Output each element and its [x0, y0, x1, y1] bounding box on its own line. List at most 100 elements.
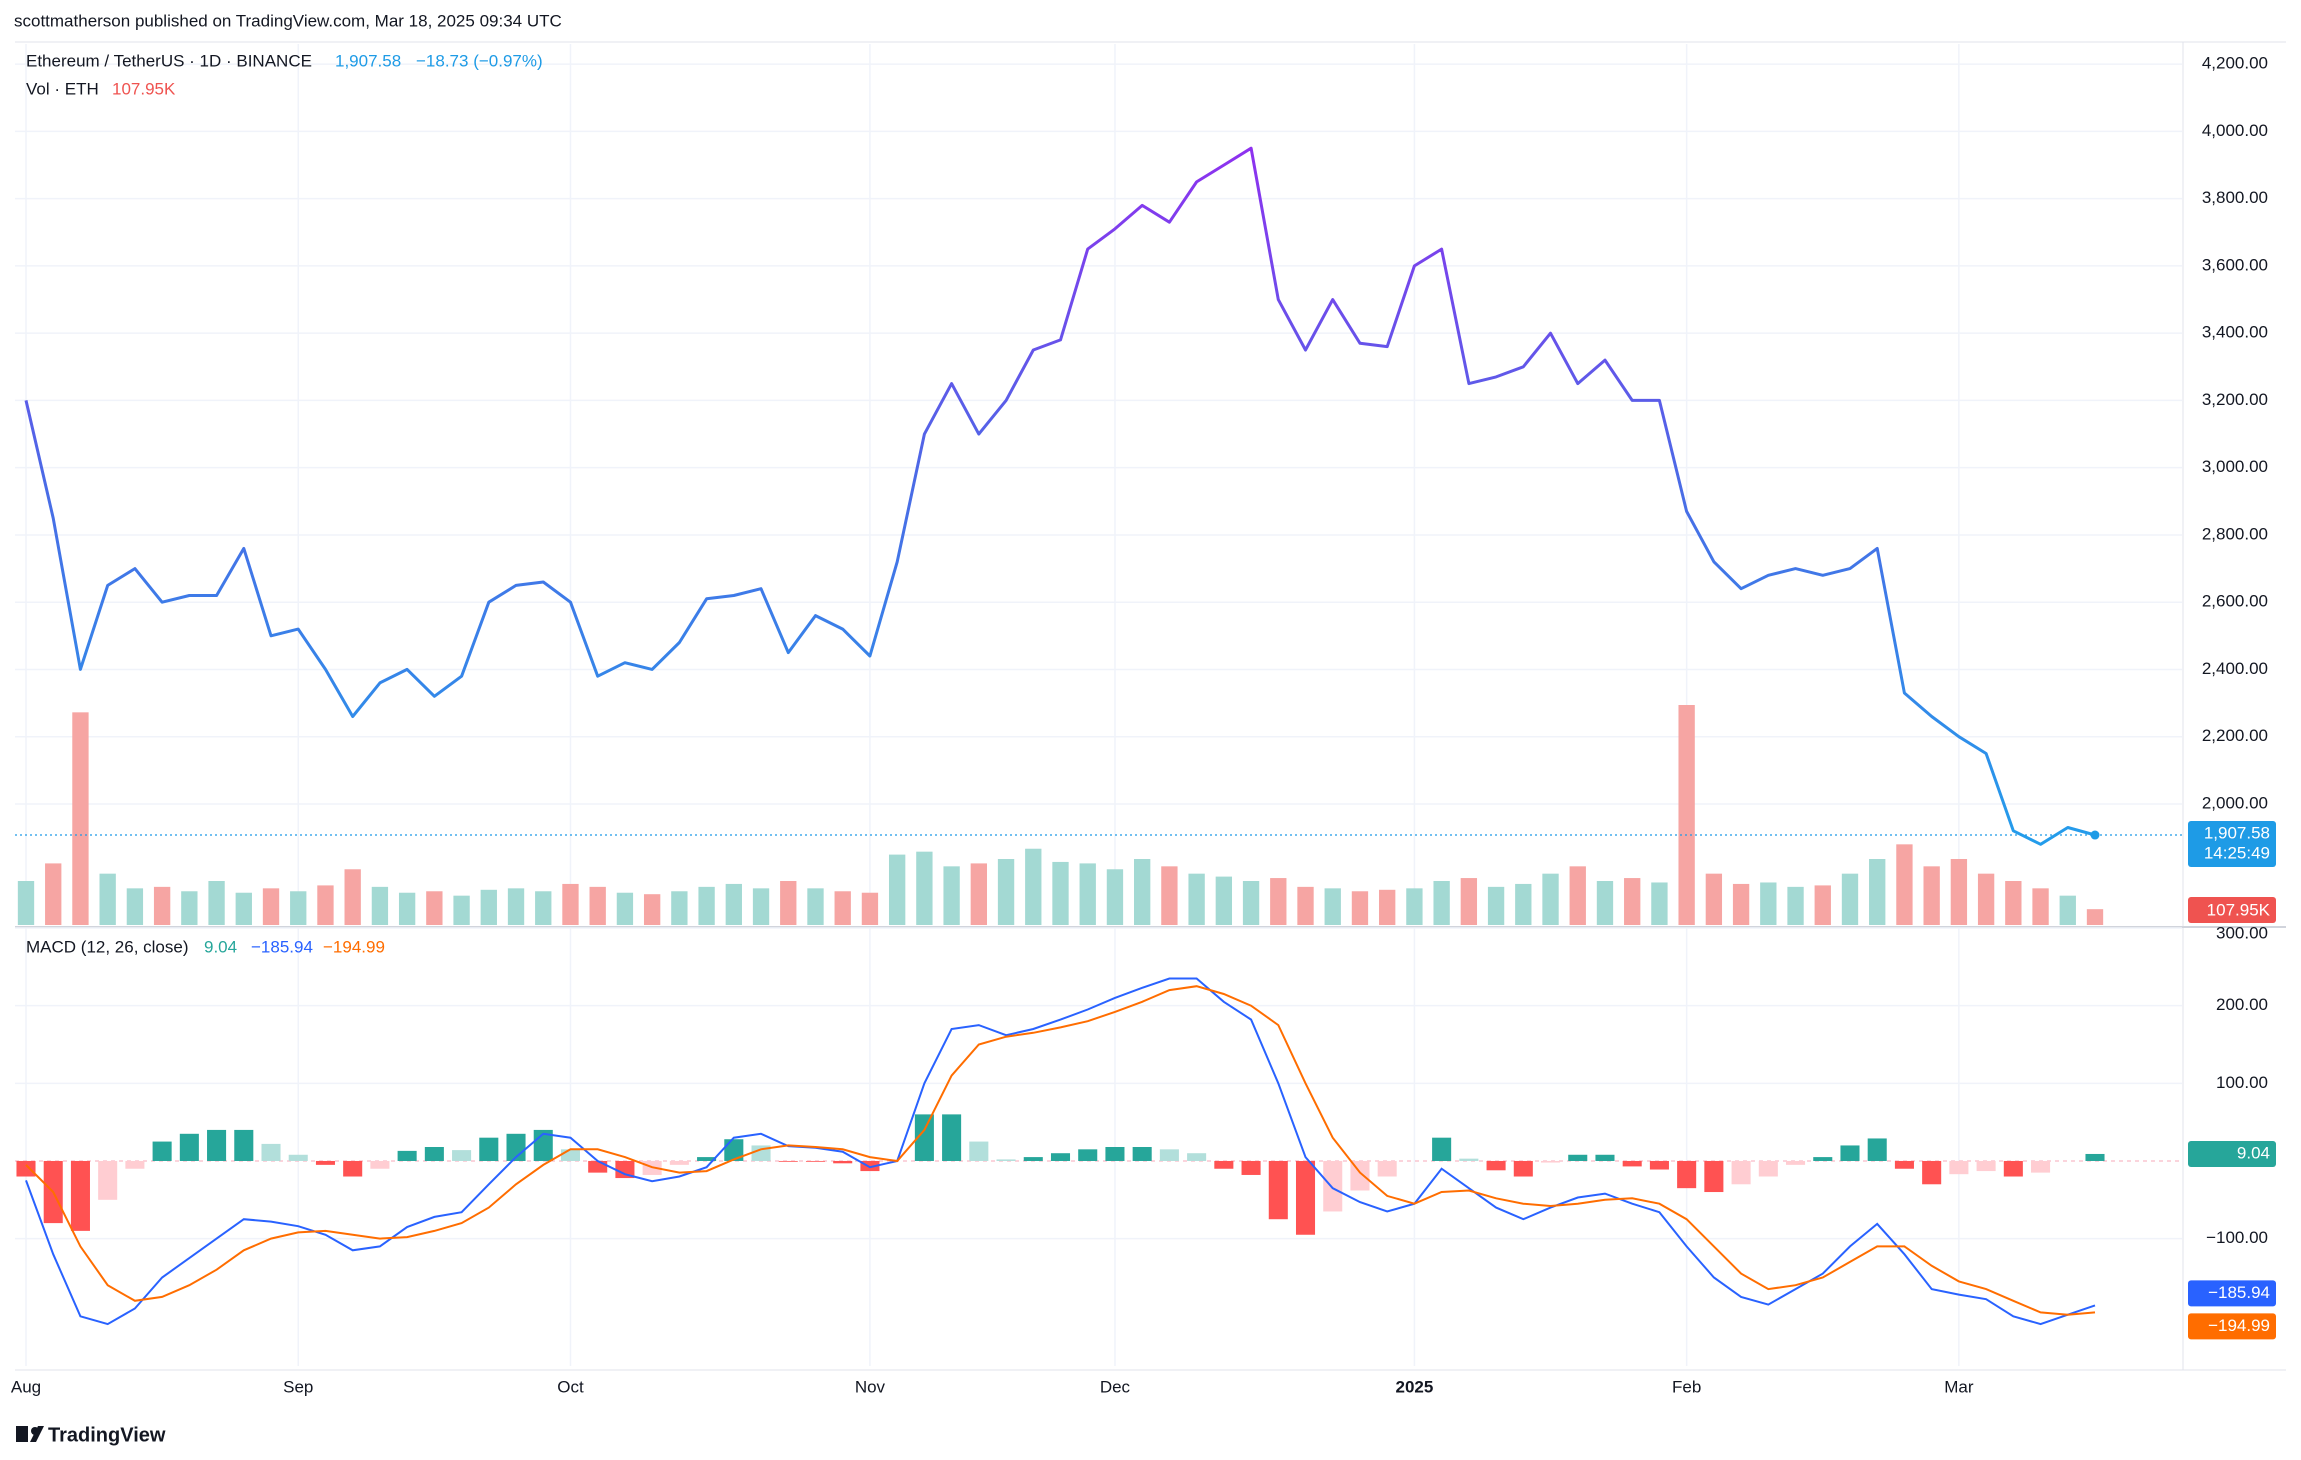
volume-bar	[17, 881, 35, 925]
volume-bar	[562, 883, 579, 925]
volume-bar	[1923, 866, 1940, 925]
histogram-bar	[1241, 1160, 1261, 1175]
histogram-bar	[669, 1160, 689, 1165]
volume-bar	[262, 888, 280, 925]
volume-bar	[643, 894, 661, 925]
volume-bar	[1134, 859, 1151, 925]
volume-bar	[1596, 881, 1614, 925]
volume-bar	[208, 881, 225, 925]
volume-bar	[725, 883, 742, 925]
volume-bar	[1841, 873, 1859, 925]
macd-last: −185.94	[251, 937, 313, 956]
price-tag-countdown: 14:25:49	[2204, 844, 2270, 863]
volume-bar	[1732, 883, 1750, 925]
volume-bar	[1379, 889, 1396, 925]
volume-bar	[1242, 881, 1260, 925]
volume-bar	[1433, 881, 1450, 925]
histogram-bar	[1595, 1154, 1615, 1161]
price-line	[24, 146, 2096, 846]
histogram-bar	[996, 1159, 1016, 1161]
histogram-bar	[1649, 1160, 1669, 1170]
volume-bar	[1270, 878, 1287, 925]
volume-bar	[1161, 866, 1178, 925]
volume-bar	[997, 859, 1015, 925]
macd-line	[25, 977, 2096, 1326]
histogram-bar	[1867, 1138, 1887, 1161]
volume-bar	[2059, 895, 2076, 925]
price-tag	[2188, 821, 2276, 868]
histogram-bar	[1568, 1154, 1588, 1161]
volume-bar	[398, 892, 416, 925]
volume-bar	[1869, 859, 1886, 925]
macd-tag	[2188, 1313, 2276, 1340]
volume-bar	[671, 891, 688, 925]
histogram-bar	[1922, 1160, 1942, 1185]
volume-bar	[72, 712, 89, 925]
y-tick-label: 300.00	[2216, 923, 2268, 942]
histogram-bar	[778, 1160, 798, 1162]
y-tick-label: 3,600.00	[2202, 255, 2268, 274]
y-tick-label: 2,800.00	[2202, 524, 2268, 543]
volume-bar	[1324, 888, 1341, 925]
volume-bar	[1896, 844, 1913, 925]
histogram-bar	[1894, 1160, 1914, 1169]
histogram-bar	[16, 1160, 36, 1177]
y-tick-label: 3,000.00	[2202, 457, 2268, 476]
volume-bar	[317, 885, 334, 925]
histogram-bar	[98, 1160, 118, 1200]
volume-bar	[1079, 863, 1096, 925]
histogram-bar	[860, 1160, 880, 1172]
y-tick-label: 200.00	[2216, 995, 2268, 1014]
volume-bar	[99, 873, 116, 925]
price-tag-label: 1,907.58	[2204, 824, 2270, 843]
signal-line	[25, 985, 2096, 1316]
histogram-bar	[1758, 1160, 1778, 1177]
volume-bar	[1678, 705, 1695, 925]
macd-tag	[2188, 1280, 2276, 1307]
x-tick-label: Sep	[283, 1377, 313, 1396]
histogram-bar	[1268, 1160, 1288, 1220]
volume-tag-label: 107.95K	[2207, 900, 2271, 919]
x-tick-label: Mar	[1944, 1377, 1974, 1396]
logo	[16, 1426, 44, 1442]
histogram-bar	[1622, 1160, 1642, 1167]
histogram-bar	[1677, 1160, 1697, 1189]
volume-bar	[1351, 891, 1369, 925]
y-tick-label: 3,200.00	[2202, 390, 2268, 409]
x-tick-label: Oct	[557, 1377, 584, 1396]
x-tick-label: Dec	[1100, 1377, 1131, 1396]
histogram-bar	[1486, 1160, 1506, 1171]
histogram-bar	[2003, 1160, 2023, 1177]
footer-brand: TradingView	[48, 1424, 166, 1446]
histogram-bar	[1731, 1160, 1751, 1185]
x-tick-label: Aug	[11, 1377, 41, 1396]
volume-bar	[45, 863, 62, 925]
histogram-bar	[288, 1154, 308, 1161]
histogram-bar	[697, 1157, 717, 1161]
histogram-bar	[479, 1137, 499, 1161]
macd-tag-label: −194.99	[2208, 1316, 2270, 1335]
volume-bar	[589, 886, 606, 925]
volume-bar	[616, 892, 634, 925]
macd-tag	[2188, 1140, 2276, 1167]
volume-bar	[698, 886, 715, 925]
x-tick-label: Nov	[855, 1377, 886, 1396]
histogram-bar	[1459, 1158, 1479, 1161]
histogram-bar	[424, 1147, 444, 1161]
histogram-bar	[261, 1143, 281, 1161]
histogram-bar	[914, 1114, 934, 1161]
histogram-bar	[179, 1133, 199, 1161]
volume-bar	[1760, 882, 1777, 925]
volume-bar	[2005, 881, 2022, 925]
histogram-bar	[969, 1141, 989, 1161]
volume-last: 107.95K	[112, 79, 176, 98]
histogram-bar	[833, 1160, 853, 1164]
volume-tag	[2188, 897, 2276, 923]
histogram-bar	[1786, 1160, 1806, 1165]
x-tick-label: 2025	[1395, 1377, 1433, 1396]
histogram-bar	[70, 1160, 90, 1231]
volume-bar	[1569, 866, 1586, 925]
histogram-bar	[1377, 1160, 1397, 1177]
histogram-bar	[452, 1150, 472, 1161]
volume-bar	[1297, 886, 1314, 925]
